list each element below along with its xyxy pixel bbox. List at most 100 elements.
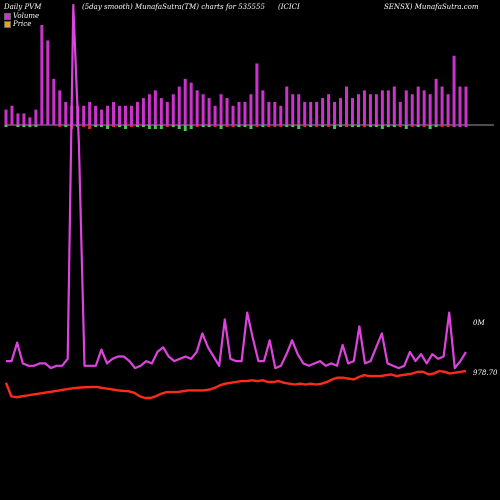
volume-bar <box>118 105 122 125</box>
volume-bar <box>297 94 301 125</box>
volume-bar-down <box>452 125 456 127</box>
volume-bar <box>189 82 193 125</box>
volume-bar <box>261 90 265 125</box>
volume-bar <box>362 90 366 125</box>
volume-bar <box>64 101 68 125</box>
volume-bar-down <box>356 125 360 127</box>
volume-bar-down <box>392 125 396 127</box>
volume-bar-down <box>362 125 366 127</box>
volume-series-line <box>6 3 467 370</box>
price-series-line <box>4 369 467 400</box>
volume-bar-down <box>267 125 271 127</box>
volume-bar <box>440 86 444 125</box>
volume-bar-down <box>297 125 301 129</box>
volume-bar <box>345 86 349 125</box>
volume-bar-down <box>321 125 325 127</box>
header-source: SENSX) MunafaSutra.com <box>384 3 479 11</box>
volume-bar <box>225 98 229 125</box>
volume-bar <box>237 101 241 125</box>
volume-bar-down <box>159 125 163 129</box>
volume-axis-label: 0M <box>473 319 485 327</box>
legend-volume-label: Volume <box>13 12 40 20</box>
volume-bar-down <box>327 125 331 127</box>
volume-bar <box>315 101 319 125</box>
header-title: Daily PVM <box>4 3 42 11</box>
volume-bar-down <box>279 125 283 127</box>
volume-bar-down <box>58 125 62 127</box>
volume-bar <box>464 86 468 125</box>
volume-bar <box>255 63 259 125</box>
volume-bar-down <box>440 125 444 127</box>
volume-bar <box>285 86 289 125</box>
volume-bar-down <box>333 125 337 129</box>
volume-bar <box>4 109 8 125</box>
volume-bar-down <box>464 125 468 127</box>
volume-bar-down <box>88 125 92 129</box>
volume-bar-down <box>183 125 187 131</box>
volume-bar-down <box>243 125 247 127</box>
volume-bar <box>88 101 92 125</box>
header-code: (ICICI <box>278 3 300 11</box>
volume-bar-down <box>129 125 133 127</box>
volume-bar-down <box>4 125 8 127</box>
volume-bar <box>52 78 56 125</box>
volume-bar <box>94 105 98 125</box>
volume-bar-down <box>82 125 86 127</box>
volume-bar-down <box>231 125 235 127</box>
volume-bar-down <box>255 125 259 127</box>
volume-bar-down <box>350 125 354 127</box>
volume-bar <box>446 94 450 125</box>
volume-bar-down <box>135 125 139 127</box>
volume-bar <box>410 94 414 125</box>
volume-bar-down <box>345 125 349 127</box>
volume-bar <box>201 94 205 125</box>
volume-bar <box>327 94 331 125</box>
volume-bar-down <box>386 125 390 127</box>
volume-bar <box>428 94 432 125</box>
volume-bar-down <box>315 125 319 127</box>
volume-bar <box>207 98 211 125</box>
volume-bar <box>368 94 372 125</box>
volume-bar-down <box>446 125 450 127</box>
volume-bar <box>213 105 217 125</box>
volume-bar <box>183 78 187 125</box>
volume-bar-down <box>309 125 313 127</box>
volume-bar <box>10 105 14 125</box>
volume-bar-down <box>339 125 343 127</box>
volume-bar <box>141 98 145 125</box>
volume-bar-down <box>273 125 277 127</box>
volume-bar <box>58 90 62 125</box>
volume-bar-down <box>94 125 98 127</box>
volume-bar <box>100 109 104 125</box>
volume-bar-down <box>261 125 265 127</box>
volume-bar <box>106 105 110 125</box>
volume-bar <box>350 98 354 125</box>
volume-bar-down <box>249 125 253 129</box>
volume-bar <box>82 105 86 125</box>
volume-bar <box>339 98 343 125</box>
volume-bar <box>392 86 396 125</box>
legend-volume-swatch <box>4 12 11 20</box>
volume-bar-down <box>28 125 32 127</box>
volume-bar <box>404 90 408 125</box>
volume-bar <box>195 90 199 125</box>
volume-bar-down <box>16 125 20 127</box>
legend-price-swatch <box>4 20 11 28</box>
volume-bar-down <box>410 125 414 127</box>
volume-bar-down <box>207 125 211 127</box>
volume-bar <box>165 101 169 125</box>
volume-bar <box>416 86 420 125</box>
volume-bar-down <box>189 125 193 129</box>
volume-bar <box>434 78 438 125</box>
volume-bar <box>333 101 337 125</box>
volume-bar <box>159 98 163 125</box>
volume-bar-down <box>291 125 295 127</box>
volume-bar-down <box>434 125 438 127</box>
volume-bar <box>16 113 20 125</box>
volume-bar-down <box>380 125 384 129</box>
volume-bar-down <box>34 125 38 127</box>
volume-bar <box>458 86 462 125</box>
volume-bar <box>231 105 235 125</box>
legend-price-label: Price <box>13 20 32 28</box>
